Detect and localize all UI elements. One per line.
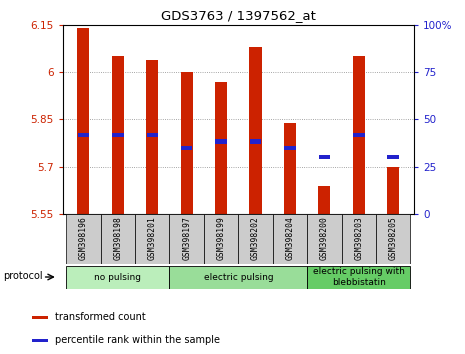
Bar: [100, 214, 135, 264]
Bar: [319, 155, 330, 159]
Text: electric pulsing with
blebbistatin: electric pulsing with blebbistatin: [313, 267, 405, 287]
Bar: [112, 56, 124, 214]
Bar: [307, 266, 411, 289]
Text: GSM398202: GSM398202: [251, 216, 260, 260]
Bar: [77, 28, 89, 214]
Bar: [376, 214, 411, 264]
Text: GSM398198: GSM398198: [113, 216, 122, 260]
Text: GSM398203: GSM398203: [354, 216, 363, 260]
Bar: [215, 139, 227, 144]
Text: transformed count: transformed count: [54, 312, 146, 322]
Bar: [319, 186, 331, 214]
Bar: [250, 139, 261, 144]
Text: GSM398201: GSM398201: [148, 216, 157, 260]
Bar: [32, 316, 48, 319]
Bar: [66, 266, 169, 289]
Text: percentile rank within the sample: percentile rank within the sample: [54, 335, 219, 346]
Title: GDS3763 / 1397562_at: GDS3763 / 1397562_at: [161, 9, 316, 22]
Text: protocol: protocol: [3, 271, 43, 281]
Bar: [284, 146, 296, 150]
Bar: [135, 214, 169, 264]
Text: electric pulsing: electric pulsing: [204, 273, 273, 281]
Bar: [239, 214, 273, 264]
Bar: [342, 214, 376, 264]
Bar: [169, 214, 204, 264]
Text: GSM398199: GSM398199: [217, 216, 226, 260]
Text: GSM398204: GSM398204: [286, 216, 294, 260]
Bar: [66, 214, 100, 264]
Bar: [32, 339, 48, 342]
Bar: [353, 56, 365, 214]
Bar: [181, 146, 193, 150]
Bar: [307, 214, 342, 264]
Text: no pulsing: no pulsing: [94, 273, 141, 281]
Bar: [215, 82, 227, 214]
Bar: [78, 133, 89, 137]
Bar: [353, 133, 365, 137]
Bar: [146, 133, 158, 137]
Bar: [146, 59, 158, 214]
Bar: [284, 122, 296, 214]
Bar: [387, 167, 399, 214]
Bar: [250, 47, 261, 214]
Bar: [204, 214, 239, 264]
Bar: [169, 266, 307, 289]
Bar: [112, 133, 124, 137]
Bar: [181, 72, 193, 214]
Text: GSM398200: GSM398200: [320, 216, 329, 260]
Text: GSM398197: GSM398197: [182, 216, 191, 260]
Text: GSM398205: GSM398205: [389, 216, 398, 260]
Bar: [273, 214, 307, 264]
Bar: [387, 155, 399, 159]
Text: GSM398196: GSM398196: [79, 216, 88, 260]
